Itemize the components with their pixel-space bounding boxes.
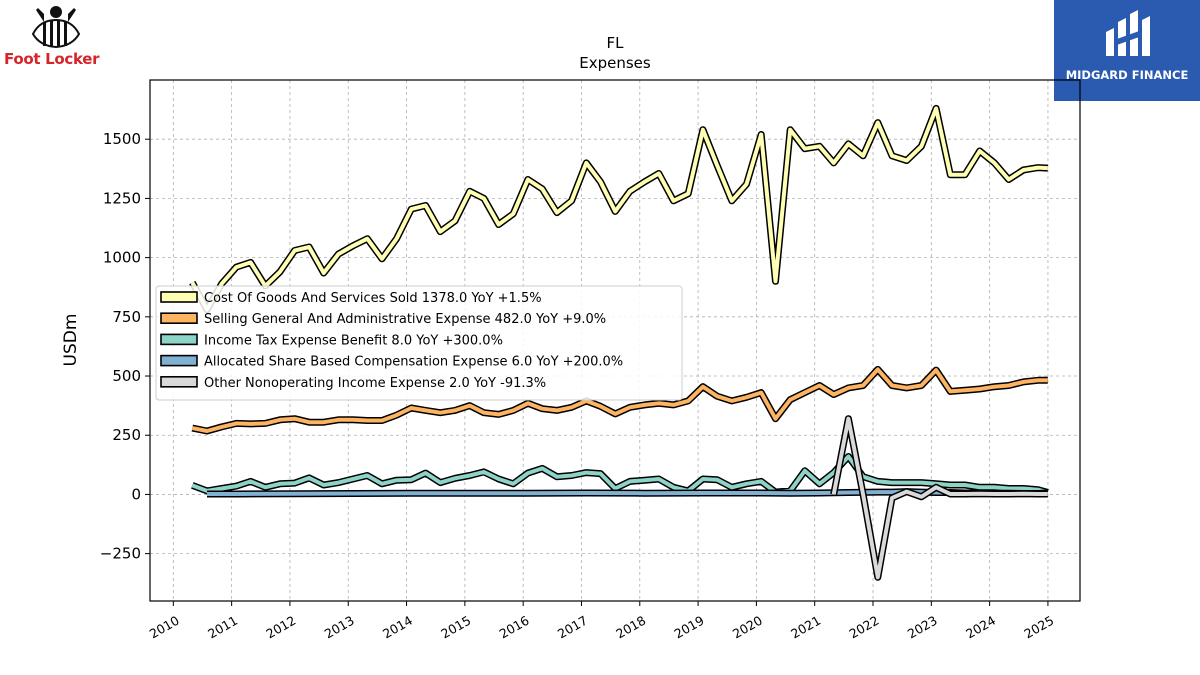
legend-swatch (160, 354, 198, 367)
series-line-2 (191, 454, 1049, 495)
referee-icon (31, 6, 81, 49)
series-line-1 (191, 367, 1048, 433)
midgard-mark-icon (1106, 10, 1150, 56)
x-tick-label: 2013 (322, 613, 357, 642)
x-tick-label: 2022 (846, 613, 881, 642)
series-layer (189, 104, 1049, 581)
x-tick-label: 2017 (555, 613, 590, 642)
legend-entry: Cost Of Goods And Services Sold 1378.0 Y… (204, 291, 542, 306)
y-tick-label: 0 (131, 485, 141, 503)
x-tick-label: 2025 (1021, 613, 1056, 642)
series-line-0 (190, 106, 1048, 312)
legend: Cost Of Goods And Services Sold 1378.0 Y… (155, 285, 683, 401)
y-tick-label: 1250 (103, 189, 141, 207)
legend-entry: Income Tax Expense Benefit 8.0 YoY +300.… (204, 333, 503, 348)
x-tick-label: 2019 (672, 613, 707, 642)
x-tick-label: 2014 (380, 613, 415, 642)
legend-entry: Selling General And Administrative Expen… (204, 312, 606, 327)
x-tick-label: 2015 (438, 613, 473, 642)
legend-swatch (160, 333, 198, 346)
chart-subtitle: Expenses (579, 54, 651, 72)
y-tick-label: 750 (112, 308, 141, 326)
series-line-4 (831, 416, 1048, 580)
series-outline-0 (189, 104, 1048, 314)
x-axis-ticks: 2010 2011 2012 2013 2014 2015 2016 2017 2018 2019… (147, 601, 1056, 642)
midgard-finance-logo: MIDGARD FINANCE (1054, 0, 1200, 101)
x-tick-label: 2016 (497, 613, 532, 642)
y-tick-label: 1500 (103, 130, 141, 148)
y-axis-ticks: −250 0 250 500 750 1000 1250 1500 (100, 130, 150, 563)
plot-frame (149, 79, 1081, 602)
y-tick-label: 500 (112, 367, 141, 385)
x-tick-label: 2018 (613, 613, 648, 642)
legend-swatch (160, 312, 198, 325)
x-tick-label: 2023 (905, 613, 940, 642)
y-tick-label: −250 (100, 545, 141, 563)
x-tick-label: 2010 (147, 613, 182, 642)
x-tick-label: 2024 (963, 613, 998, 642)
legend-entry: Other Nonoperating Income Expense 2.0 Yo… (204, 376, 546, 391)
foot-locker-logo: Foot Locker (0, 0, 112, 72)
x-tick-label: 2021 (788, 613, 823, 642)
chart-title: FL (607, 34, 625, 52)
midgard-finance-wordmark: MIDGARD FINANCE (1065, 68, 1189, 82)
x-tick-label: 2011 (205, 613, 240, 642)
legend-swatch (160, 291, 198, 303)
x-tick-label: 2020 (730, 613, 765, 642)
legend-box (155, 285, 683, 401)
foot-locker-wordmark: Foot Locker (4, 50, 100, 68)
y-axis-label: USDm (61, 314, 81, 367)
x-tick-label: 2012 (263, 613, 298, 642)
y-tick-label: 250 (112, 426, 141, 444)
legend-swatch (160, 375, 198, 388)
y-tick-label: 1000 (103, 249, 141, 267)
legend-entry: Allocated Share Based Compensation Expen… (204, 355, 623, 370)
